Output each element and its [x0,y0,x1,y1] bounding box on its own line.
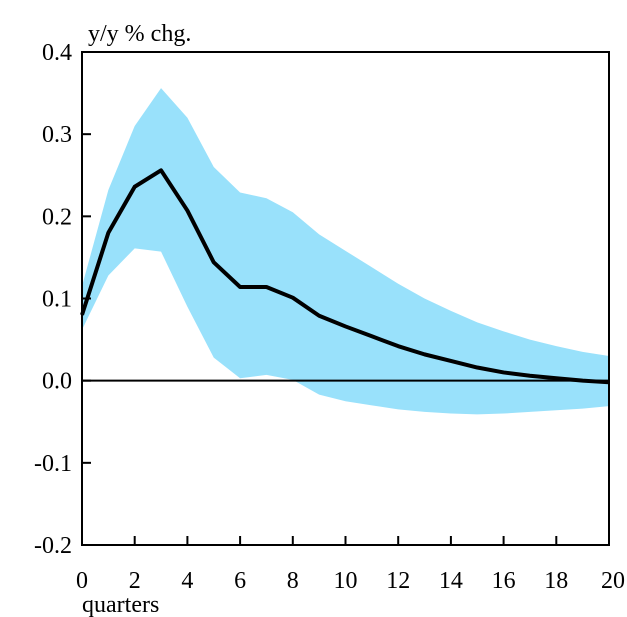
confidence-band-1 [82,88,609,415]
y-tick-label: 0.2 [42,204,72,230]
y-axis: 0.4 0.3 0.2 0.1 0.0 -0.1 -0.2 [34,40,91,559]
x-tick-label: 4 [181,568,193,594]
x-tick-label: 20 [601,568,625,594]
x-axis: 0 2 4 6 8 10 12 14 16 18 20 [76,536,625,594]
x-tick-label: 2 [129,568,141,594]
y-tick-label: 0.3 [42,122,72,148]
x-tick-label: 10 [334,568,358,594]
x-tick-label: 14 [439,568,463,594]
y-axis-label: y/y % chg. [88,21,191,47]
x-tick-label: 8 [287,568,299,594]
x-axis-label: quarters [82,592,159,617]
y-tick-label: 0.0 [42,369,72,395]
x-tick-label: 18 [544,568,568,594]
y-tick-label: 0.1 [42,287,72,313]
x-tick-label: 12 [386,568,410,594]
y-tick-label: -0.1 [34,451,72,477]
x-tick-label: 16 [492,568,516,594]
x-tick-label: 6 [234,568,246,594]
confidence-band-layer [82,88,609,415]
y-tick-label: 0.4 [42,40,72,66]
x-tick-label: 0 [76,568,88,594]
y-tick-label: -0.2 [34,533,72,559]
response-line-0 [80,168,610,385]
response-line-layer [80,168,610,385]
